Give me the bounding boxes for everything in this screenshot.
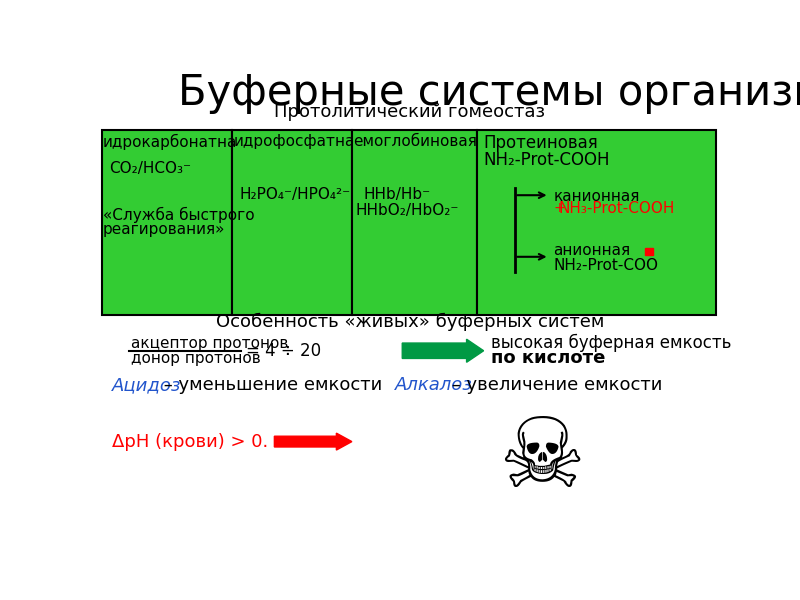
Text: высокая буферная емкость: высокая буферная емкость [491, 334, 732, 352]
Text: Протолитический гомеостаз: Протолитический гомеостаз [274, 103, 546, 121]
Text: канионная: канионная [554, 189, 640, 204]
Text: NH₂-Prot-COOH: NH₂-Prot-COOH [484, 151, 610, 169]
Text: Алкалоз: Алкалоз [394, 376, 472, 394]
Text: Ацидоз: Ацидоз [112, 376, 181, 394]
Text: HHb/Hb⁻: HHb/Hb⁻ [363, 187, 430, 202]
FancyArrow shape [274, 433, 352, 450]
Text: = 4 ÷ 20: = 4 ÷ 20 [246, 342, 321, 360]
Bar [645, 248, 653, 255]
Text: CO₂/HCO₃⁻: CO₂/HCO₃⁻ [110, 161, 191, 176]
Text: анионная: анионная [554, 243, 630, 258]
FancyBboxPatch shape [232, 130, 352, 314]
Text: NH₃-Prot-COOH: NH₃-Prot-COOH [558, 202, 675, 217]
Text: – уменьшение емкости: – уменьшение емкости [158, 376, 382, 394]
FancyBboxPatch shape [352, 130, 478, 314]
Text: реагирования»: реагирования» [103, 222, 226, 237]
Text: по кислоте: по кислоте [491, 349, 606, 367]
Text: NH₂-Prot-COO: NH₂-Prot-COO [554, 259, 658, 274]
Text: Особенность «живых» буферных систем: Особенность «живых» буферных систем [216, 313, 604, 331]
Text: ΔpH (крови) > 0.: ΔpH (крови) > 0. [112, 433, 268, 451]
Text: +: + [554, 202, 565, 215]
Text: «Служба быстрого: «Служба быстрого [103, 207, 254, 223]
Text: идрофосфатна: идрофосфатна [234, 134, 354, 149]
Text: Протеиновая: Протеиновая [484, 134, 598, 152]
FancyBboxPatch shape [102, 130, 232, 314]
Text: ☠: ☠ [498, 415, 586, 508]
Text: донор протонов: донор протонов [131, 351, 261, 366]
Text: H₂PO₄⁻/HPO₄²⁻: H₂PO₄⁻/HPO₄²⁻ [239, 187, 350, 202]
Text: идрокарбонатна: идрокарбонатна [103, 134, 238, 150]
FancyArrow shape [402, 339, 484, 362]
FancyBboxPatch shape [478, 130, 716, 314]
Text: Буферные системы организм: Буферные системы организм [178, 72, 800, 114]
Text: акцептор протонов: акцептор протонов [131, 335, 288, 350]
Text: – увеличение емкости: – увеличение емкости [446, 376, 662, 394]
Text: HHbO₂/HbO₂⁻: HHbO₂/HbO₂⁻ [356, 203, 459, 218]
Text: емоглобиновая: емоглобиновая [354, 134, 478, 149]
